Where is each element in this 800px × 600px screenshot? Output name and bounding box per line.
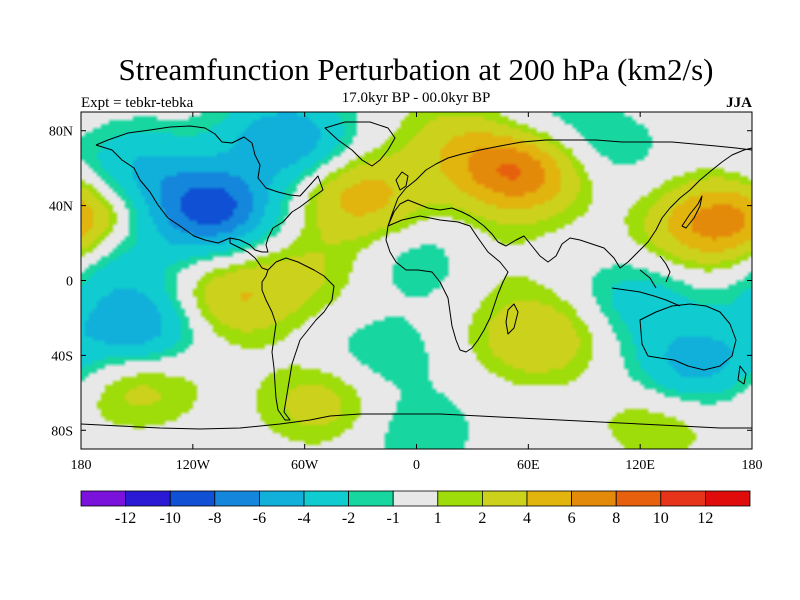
- colorbar-swatch: [615, 490, 662, 507]
- colorbar-label: -1: [387, 510, 400, 527]
- colorbar-swatch: [705, 490, 751, 507]
- x-tick-label: 180: [742, 458, 763, 473]
- greenland-coast: [324, 121, 396, 167]
- season-label: JJA: [726, 95, 752, 111]
- map-panel: [80, 111, 753, 450]
- colorbar-swatch: [660, 490, 706, 507]
- x-tick-label: 180: [71, 458, 92, 473]
- japan-coast: [681, 195, 703, 229]
- coastlines: [81, 121, 752, 430]
- colorbar-label: -2: [342, 510, 355, 527]
- colorbar-label: 2: [478, 510, 486, 527]
- experiment-label: Expt = tebkr-tebka: [81, 95, 194, 111]
- x-tick-label: 120W: [176, 458, 211, 473]
- streamfunction-field: [81, 112, 752, 449]
- colorbar-swatch: [125, 490, 171, 507]
- colorbar-label: 4: [523, 510, 531, 527]
- colorbar-label: 6: [568, 510, 576, 527]
- y-tick-label: 40N: [49, 200, 73, 215]
- southeast-asia-islands: [611, 255, 681, 307]
- colorbar-swatch: [214, 490, 260, 507]
- colorbar-label: 1: [434, 510, 442, 527]
- colorbar-label: -10: [160, 510, 181, 527]
- colorbar-label: -6: [253, 510, 266, 527]
- chart-subtitle: 17.0kyr BP - 00.0kyr BP: [342, 90, 491, 106]
- chart-title: Streamfunction Perturbation at 200 hPa (…: [119, 52, 714, 87]
- south-america-coast: [261, 257, 335, 421]
- colorbar-swatch: [348, 490, 394, 507]
- y-tick-label: 0: [66, 275, 73, 290]
- x-tick-label: 60W: [291, 458, 319, 473]
- madagascar-coast: [505, 303, 519, 335]
- colorbar-label: -8: [208, 510, 221, 527]
- colorbar-label: -4: [297, 510, 310, 527]
- y-tick-label: 40S: [51, 349, 73, 364]
- colorbar-label: -12: [115, 510, 136, 527]
- colorbar-swatch: [80, 490, 126, 507]
- x-tick-label: 60E: [517, 458, 540, 473]
- new-zealand-coast: [737, 365, 747, 385]
- axis-ticks: 180 120W 60W 0 60E 120E 180 80N 40N 0 40S 80S: [49, 112, 763, 473]
- y-tick-label: 80N: [49, 125, 73, 140]
- colorbar-label: 8: [612, 510, 620, 527]
- colorbar-swatch: [437, 490, 483, 507]
- colorbar-swatch: [303, 490, 349, 507]
- antarctica-coast: [81, 413, 752, 430]
- british-isles-coast: [395, 171, 409, 191]
- x-tick-label: 0: [413, 458, 420, 473]
- colorbar-swatch: [526, 490, 572, 507]
- colorbar-swatch: [392, 490, 439, 507]
- colorbar-swatch: [169, 490, 216, 507]
- colorbar-label: 10: [653, 510, 669, 527]
- colorbar: -12 -10 -8 -6 -4 -2 -1 1 2 4 6 8 10 12: [80, 490, 751, 527]
- colorbar-swatch: [258, 490, 305, 507]
- colorbar-label: 12: [697, 510, 713, 527]
- eurasia-coast: [387, 139, 752, 269]
- colorbar-swatch: [481, 490, 528, 507]
- y-tick-label: 80S: [51, 424, 73, 439]
- africa-coast: [385, 215, 509, 353]
- north-america-coast: [95, 125, 324, 271]
- x-tick-label: 120E: [625, 458, 655, 473]
- australia-coast: [639, 303, 737, 371]
- colorbar-swatch: [571, 490, 617, 507]
